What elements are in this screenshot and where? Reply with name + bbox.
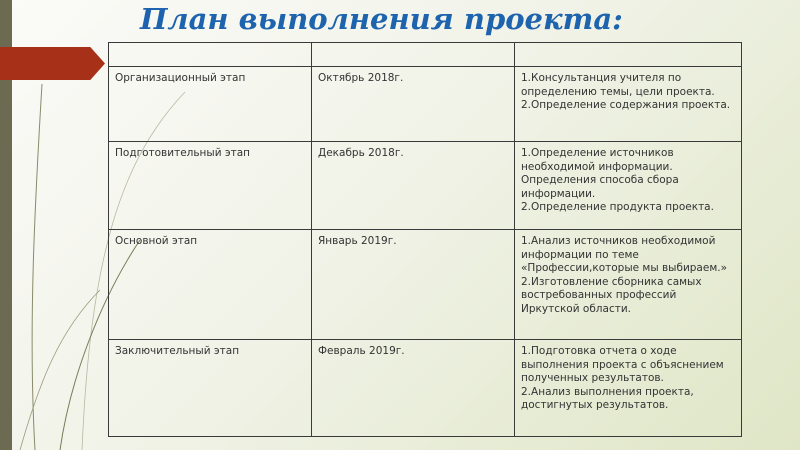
- date-cell: Январь 2019г.: [311, 229, 515, 340]
- header-cell: [311, 42, 515, 67]
- date-cell: Декабрь 2018г.: [311, 141, 515, 230]
- stage-cell: Подготовительный этап: [108, 141, 312, 230]
- task-item: 2.Определение продукта проекта.: [521, 201, 714, 214]
- header-cell: [108, 42, 312, 67]
- tasks-cell: 1.Консультанция учителя по определению т…: [514, 66, 742, 142]
- stage-cell: Заключительный этап: [108, 339, 312, 437]
- task-item: 2.Изготовление сборника самых востребова…: [521, 275, 702, 315]
- tasks-cell: 1.Подготовка отчета о ходе выполнения пр…: [514, 339, 742, 437]
- header-cell: [514, 42, 742, 67]
- task-item: 2.Анализ выполнения проекта, достигнутых…: [521, 385, 694, 412]
- table-row: Основной этап Январь 2019г. 1.Анализ ист…: [108, 229, 742, 340]
- task-item: 1.Определение источников необходимой инф…: [521, 147, 679, 200]
- date-cell: Октябрь 2018г.: [311, 66, 515, 142]
- tasks-cell: 1.Анализ источников необходимой информац…: [514, 229, 742, 340]
- task-item: 1.Анализ источников необходимой информац…: [521, 235, 728, 275]
- task-item: 1.Подготовка отчета о ходе выполнения пр…: [521, 345, 724, 385]
- table-row: Организационный этап Октябрь 2018г. 1.Ко…: [108, 66, 742, 142]
- slide-title: План выполнения проекта:: [140, 2, 623, 36]
- table-row: Подготовительный этап Декабрь 2018г. 1.О…: [108, 141, 742, 230]
- task-item: 1.Консультанция учителя по определению т…: [521, 72, 715, 98]
- red-arrow-shape: [0, 47, 105, 80]
- table-header-row: [108, 42, 742, 67]
- table-row: Заключительный этап Февраль 2019г. 1.Под…: [108, 339, 742, 437]
- project-plan-table: Организационный этап Октябрь 2018г. 1.Ко…: [108, 42, 742, 437]
- stage-cell: Организационный этап: [108, 66, 312, 142]
- date-cell: Февраль 2019г.: [311, 339, 515, 437]
- tasks-cell: 1.Определение источников необходимой инф…: [514, 141, 742, 230]
- stage-cell: Основной этап: [108, 229, 312, 340]
- task-item: 2.Определение содержания проекта.: [521, 99, 731, 112]
- left-accent-bar: [0, 0, 12, 450]
